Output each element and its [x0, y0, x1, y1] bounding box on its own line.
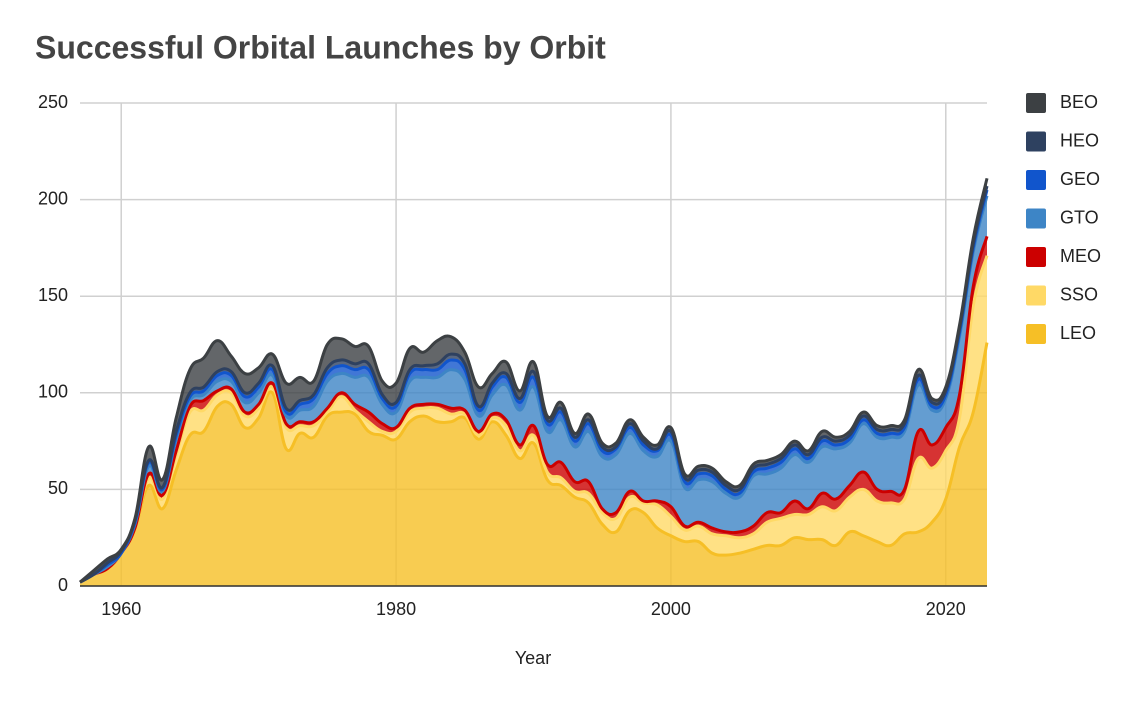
y-tick-label: 250 [38, 92, 68, 112]
x-tick-label: 1980 [376, 599, 416, 619]
x-tick-label: 1960 [101, 599, 141, 619]
x-tick-label: 2000 [651, 599, 691, 619]
area-line [79, 178, 989, 584]
area-line [79, 235, 989, 584]
y-tick-label: 150 [38, 285, 68, 305]
legend-swatch [1026, 285, 1046, 306]
x-axis-label: Year [515, 648, 551, 668]
legend-swatch [1026, 170, 1046, 190]
area-line [79, 342, 989, 584]
chart-title: Successful Orbital Launches by Orbit [35, 29, 606, 65]
legend-label: LEO [1060, 323, 1096, 343]
area [80, 342, 987, 586]
legend-label: HEO [1060, 130, 1099, 150]
y-tick-label: 50 [48, 478, 68, 498]
legend-swatch [1026, 208, 1046, 229]
legend-label: SSO [1060, 284, 1098, 304]
y-tick-label: 200 [38, 188, 68, 208]
y-tick-label: 100 [38, 382, 68, 402]
legend-swatch [1026, 131, 1046, 152]
area-line [79, 195, 989, 584]
legend-label: MEO [1060, 246, 1101, 266]
area-line [79, 189, 989, 584]
legend-swatch [1026, 93, 1046, 113]
legend-label: GEO [1060, 169, 1100, 189]
legend-swatch [1026, 324, 1046, 344]
legend-label: GTO [1060, 207, 1099, 227]
area-line [79, 185, 989, 584]
y-tick-label: 0 [58, 575, 68, 595]
x-tick-label: 2020 [926, 599, 966, 619]
legend-swatch [1026, 247, 1046, 267]
legend-label: BEO [1060, 92, 1098, 112]
area-line [79, 255, 989, 584]
